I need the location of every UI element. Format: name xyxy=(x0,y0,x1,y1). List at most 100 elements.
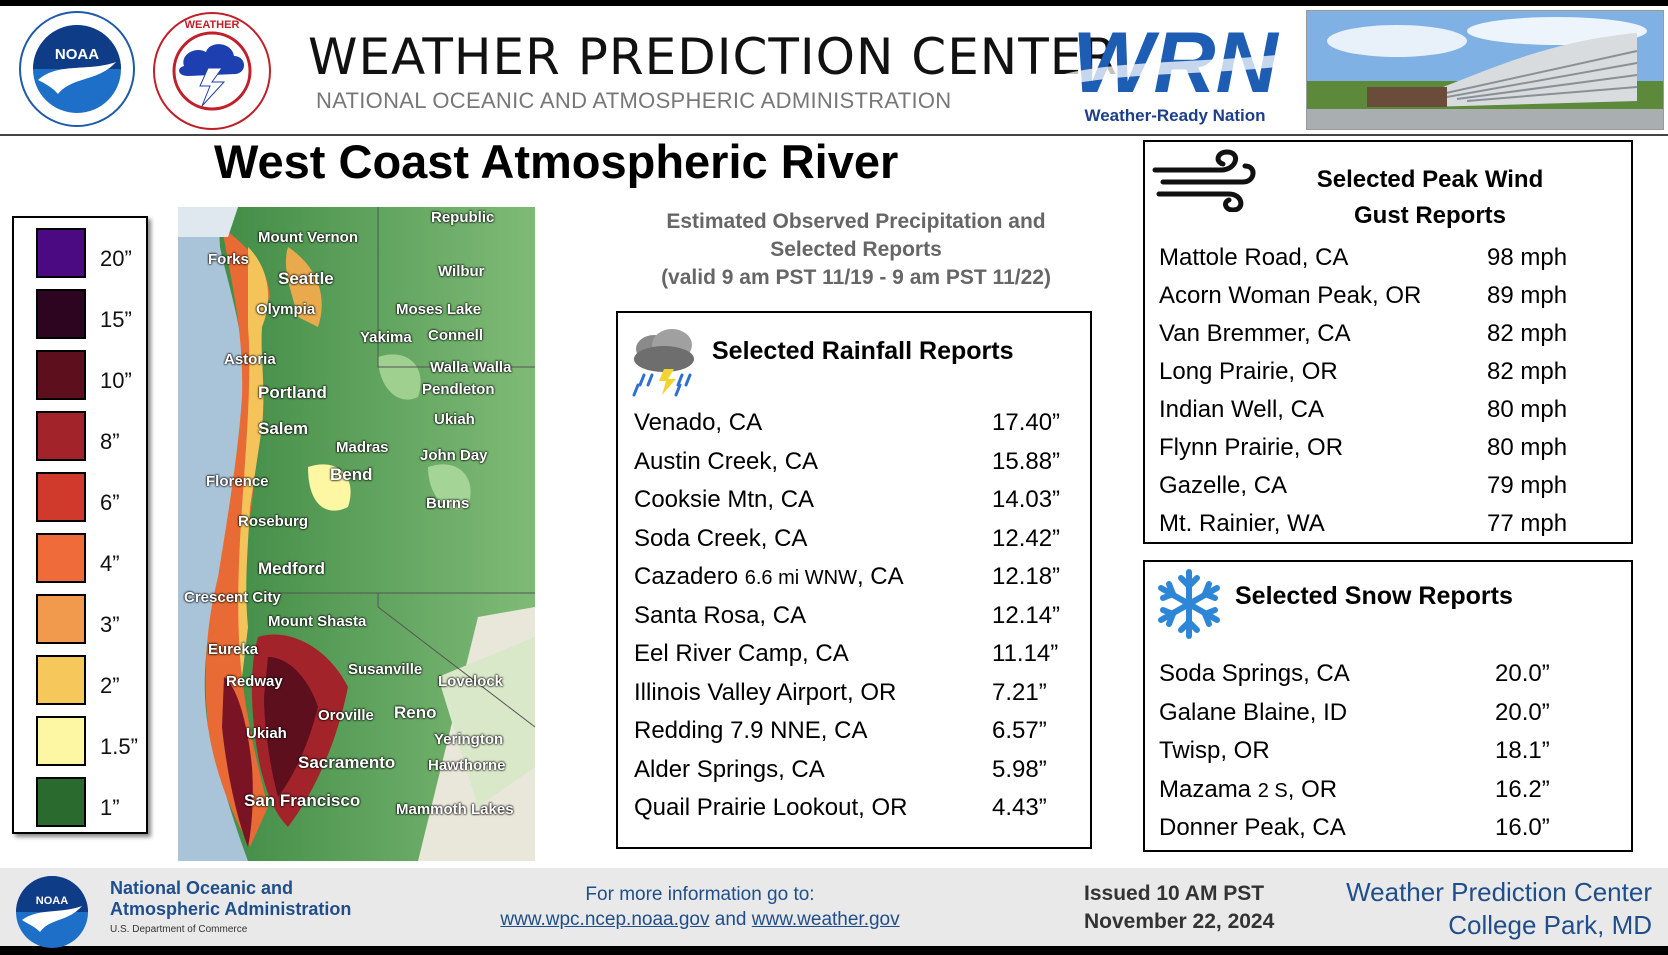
weather-gov-link[interactable]: www.weather.gov xyxy=(751,909,900,930)
map-city-label: Republic xyxy=(431,209,495,226)
legend-item: 2” xyxy=(36,655,146,705)
legend-swatch xyxy=(36,655,86,705)
issued-time: Issued 10 AM PST November 22, 2024 xyxy=(1084,880,1274,936)
rainfall-location-name: Alder Springs, CA xyxy=(634,755,825,783)
rainfall-location-name: Austin Creek, CA xyxy=(634,447,819,475)
wind-icon xyxy=(1151,148,1259,213)
header-subtitle: NATIONAL OCEANIC AND ATMOSPHERIC ADMINIS… xyxy=(316,88,952,113)
map-city-label: Moses Lake xyxy=(396,301,482,318)
wind-location-name: Indian Well, CA xyxy=(1159,396,1324,423)
wind-row: Gazelle, CA 79 mph xyxy=(1159,466,1619,504)
legend-swatch xyxy=(36,411,86,461)
legend-item: 1” xyxy=(36,777,146,827)
snow-list: Soda Springs, CA 20.0” Galane Blaine, ID 20… xyxy=(1159,654,1619,847)
snow-value: 16.0” xyxy=(1495,814,1550,841)
legend-item: 6” xyxy=(36,472,146,522)
precip-legend: 20” 15” 10” 8” 6” 4” 3” 2” 1.5” 1” xyxy=(12,216,148,834)
map-city-label: Madras xyxy=(336,439,389,456)
snow-row: Donner Peak, CA 16.0” xyxy=(1159,808,1619,847)
rainfall-list: Venado, CA 17.40” Austin Creek, CA 15.88” Co… xyxy=(634,403,1074,827)
snow-value: 16.2” xyxy=(1495,775,1550,803)
wind-location-name: Mt. Rainier, WA xyxy=(1159,510,1325,537)
issued-line1: Issued 10 AM PST xyxy=(1084,882,1265,905)
map-city-label: Astoria xyxy=(224,351,276,368)
snow-value: 18.1” xyxy=(1495,737,1550,764)
rainfall-reports-box: Selected Rainfall Reports Venado, CA 17.4… xyxy=(616,311,1092,849)
wind-location-name: Gazelle, CA xyxy=(1159,472,1288,499)
snow-reports-box: Selected Snow Reports Soda Springs, CA 20… xyxy=(1143,560,1633,852)
map-city-label: Oroville xyxy=(318,707,374,724)
rainfall-row: Santa Rosa, CA 12.14” xyxy=(634,596,1074,635)
rainfall-value: 12.18” xyxy=(992,563,1061,590)
map-city-label: Pendleton xyxy=(422,381,495,398)
rainfall-location: Cazadero 6.6 mi WNW, CA xyxy=(634,563,904,591)
wind-row: Flynn Prairie, OR 80 mph xyxy=(1159,428,1619,466)
legend-item: 20” xyxy=(36,228,146,278)
snow-location-detail: 2 S xyxy=(1257,779,1288,802)
wind-location: Acorn Woman Peak, OR xyxy=(1159,282,1421,310)
wind-heading-line2: Gust Reports xyxy=(1353,202,1506,229)
rainfall-location: Quail Prairie Lookout, OR xyxy=(634,794,907,822)
legend-swatch xyxy=(36,594,86,644)
rainfall-value: 17.40” xyxy=(992,409,1061,436)
snow-location: Galane Blaine, ID xyxy=(1159,699,1347,727)
rainfall-location-name: Quail Prairie Lookout, OR xyxy=(634,794,908,821)
map-city-label: Yakima xyxy=(360,329,412,346)
snow-location: Twisp, OR xyxy=(1159,737,1270,765)
map-city-label: Susanville xyxy=(348,661,423,678)
map-city-label: Crescent City xyxy=(184,589,281,606)
rainfall-location: Austin Creek, CA xyxy=(634,448,818,476)
snow-row: Galane Blaine, ID 20.0” xyxy=(1159,693,1619,732)
footer-org-line2: Atmospheric Administration xyxy=(110,899,352,919)
wind-location: Indian Well, CA xyxy=(1159,396,1324,424)
map-city-label: Sacramento xyxy=(298,753,396,772)
wind-location-name: Van Bremmer, CA xyxy=(1159,320,1351,347)
rainfall-location: Redding 7.9 NNE, CA xyxy=(634,717,867,745)
wind-value: 79 mph xyxy=(1487,472,1568,499)
wind-value: 77 mph xyxy=(1487,510,1568,537)
footer-wpc-line2: College Park, MD xyxy=(1448,910,1652,940)
rainfall-location-name: Soda Creek, CA xyxy=(634,524,808,552)
legend-label: 8” xyxy=(100,429,120,454)
rainfall-value: 12.14” xyxy=(992,601,1061,629)
wind-value: 82 mph xyxy=(1487,320,1568,347)
wind-row: Indian Well, CA 80 mph xyxy=(1159,390,1619,428)
rainfall-row: Austin Creek, CA 15.88” xyxy=(634,442,1074,481)
map-city-label: Walla Walla xyxy=(430,359,512,376)
building-photo xyxy=(1306,10,1664,130)
precip-caption: Estimated Observed Precipitation and Sel… xyxy=(614,208,1098,292)
wpc-website-link[interactable]: www.wpc.ncep.noaa.gov xyxy=(500,909,710,930)
map-city-label: Hawthorne xyxy=(428,757,506,774)
rainfall-heading: Selected Rainfall Reports xyxy=(712,337,1014,365)
nws-logo: WEATHER xyxy=(150,10,275,132)
footer-wpc-line1: Weather Prediction Center xyxy=(1346,877,1652,907)
legend-label: 20” xyxy=(100,246,132,271)
snow-location-name: Galane Blaine, ID xyxy=(1159,698,1348,726)
rainfall-row: Cazadero 6.6 mi WNW, CA 12.18” xyxy=(634,557,1074,596)
wind-location-name: Mattole Road, CA xyxy=(1159,244,1349,271)
wind-location-name: Acorn Woman Peak, OR xyxy=(1159,282,1422,309)
snow-value: 20.0” xyxy=(1495,698,1550,726)
snow-row: Soda Springs, CA 20.0” xyxy=(1159,654,1619,693)
snow-location-name: Soda Springs, CA xyxy=(1159,660,1350,687)
map-city-label: John Day xyxy=(420,447,488,464)
footer-noaa-logo-text: NOAA xyxy=(36,895,68,907)
wrn-tagline: Weather-Ready Nation xyxy=(1084,106,1265,125)
footer-and: and xyxy=(714,909,747,930)
legend-item: 1.5” xyxy=(36,716,146,766)
rainfall-location-state: , CA xyxy=(856,563,904,590)
header: NOAA WEATHER WEATHER PREDICTION CENTER N… xyxy=(0,6,1668,136)
legend-item: 15” xyxy=(36,289,146,339)
map-city-label: Ukiah xyxy=(434,411,475,428)
map-city-label: Reno xyxy=(394,703,437,722)
map-city-label: Mount Shasta xyxy=(268,613,367,630)
caption-line3: (valid 9 am PST 11/19 - 9 am PST 11/22) xyxy=(661,266,1051,289)
rainfall-value: 14.03” xyxy=(992,486,1061,513)
rainfall-location-name: Illinois Valley Airport, OR xyxy=(634,678,897,706)
rainfall-row: Alder Springs, CA 5.98” xyxy=(634,750,1074,789)
map-city-label: Mount Vernon xyxy=(258,229,358,246)
map-city-label: Florence xyxy=(206,473,269,490)
legend-swatch xyxy=(36,533,86,583)
wind-reports-box: Selected Peak Wind Gust Reports Mattole … xyxy=(1143,140,1633,544)
snow-row: Mazama 2 S, OR 16.2” xyxy=(1159,770,1619,809)
